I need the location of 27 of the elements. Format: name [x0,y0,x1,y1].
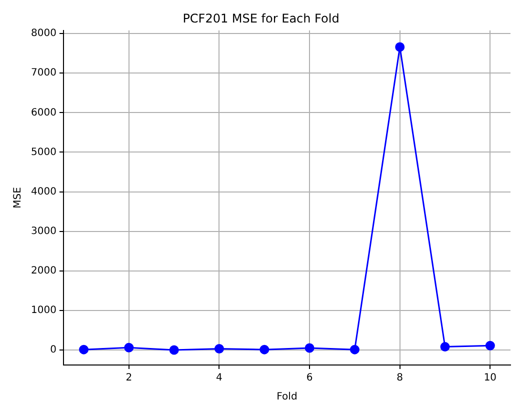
x-tick-label: 6 [306,372,313,384]
point [485,340,495,350]
x-axis-title: Fold [276,392,298,403]
point [169,345,179,355]
point [214,344,224,354]
y-tick-label: 0 [50,344,56,356]
y-tick-label: 1000 [30,305,56,316]
y-tick-label: 5000 [30,146,56,158]
point [440,342,450,352]
point [79,344,89,354]
x-tick-label: 10 [484,372,497,384]
x-tick-label: 4 [216,372,222,384]
point [395,42,405,52]
point [260,344,270,354]
y-tick-label: 3000 [30,226,56,237]
point [124,342,134,352]
y-tick-label: 4000 [30,186,56,198]
y-tick-label: 2000 [30,265,56,276]
y-tick-label: 7000 [30,68,56,79]
y-axis-title: MSE [12,187,24,208]
point [304,343,314,353]
x-tick-label: 2 [126,372,132,384]
chart-title: PCF201 MSE for Each Fold [182,11,340,26]
x-tick-label: 8 [396,372,404,384]
y-tick-label: 6000 [30,107,56,118]
y-tick-label: 8000 [30,28,56,40]
point [350,344,360,354]
